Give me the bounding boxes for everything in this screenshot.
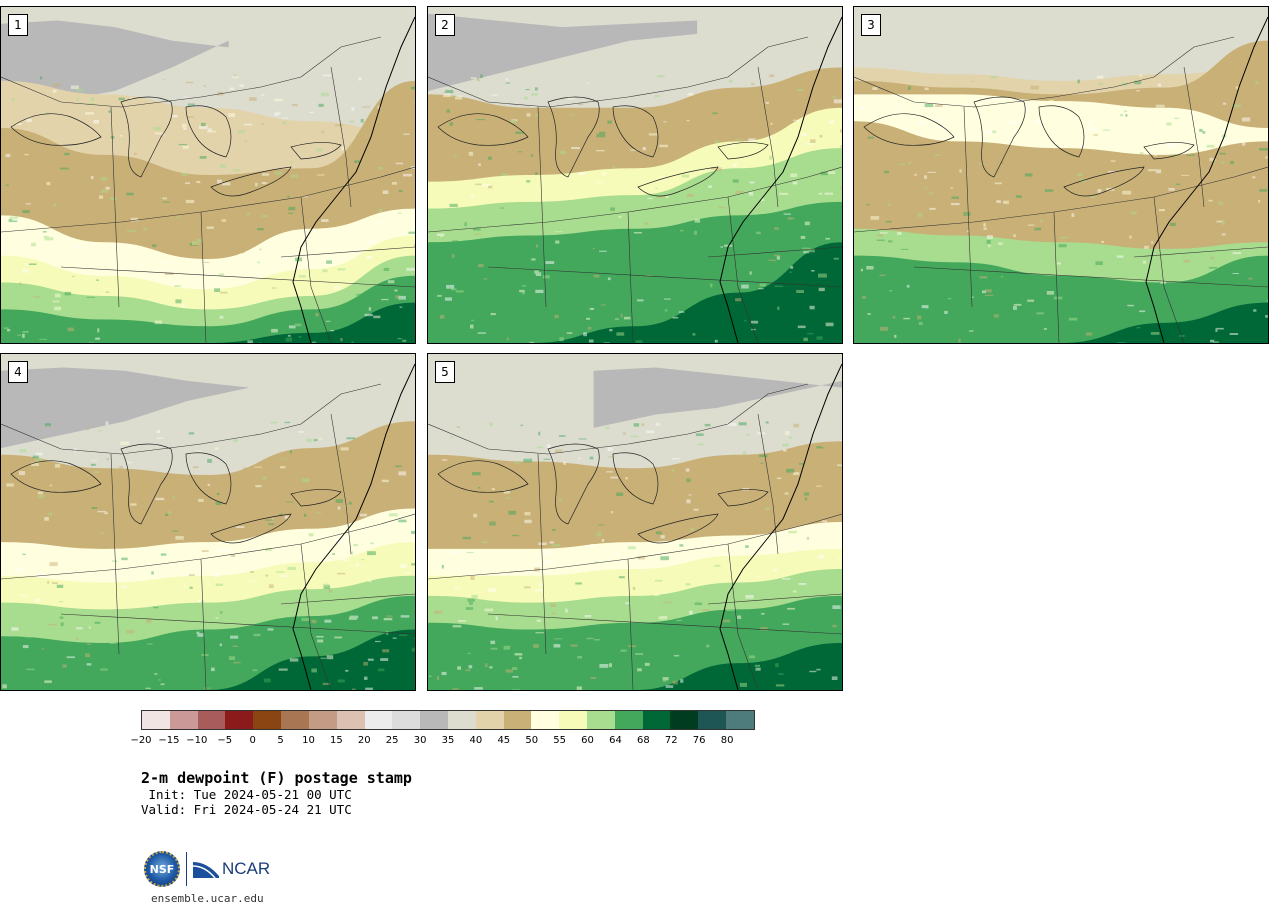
colorbar-tick-label: 25	[385, 735, 399, 746]
colorbar-swatch	[587, 711, 615, 729]
dewpoint-map	[428, 354, 842, 690]
coastline	[719, 363, 842, 690]
colorbar-tick-label: 60	[581, 735, 594, 746]
panel-number-label: 2	[435, 14, 455, 36]
state-borders	[1, 36, 415, 343]
dewpoint-band	[1, 367, 250, 449]
colorbar-tick-label: 10	[302, 735, 315, 746]
colorbar-tick-label: 45	[497, 735, 511, 746]
colorbar-tick-label: 55	[553, 735, 566, 746]
ncar-logo: NCAR	[193, 859, 270, 879]
init-time: Init: Tue 2024-05-21 00 UTC	[141, 787, 352, 802]
colorbar-tick-label: 5	[277, 735, 284, 746]
colorbar-tick-label: 50	[525, 735, 539, 746]
colorbar-tick-label: −20	[130, 735, 152, 746]
dewpoint-map	[854, 7, 1268, 343]
colorbar-swatch	[336, 711, 365, 729]
colorbar-swatch	[531, 711, 560, 729]
colorbar-swatch	[253, 711, 282, 729]
colorbar-tick-label: 35	[441, 735, 455, 746]
chart-title: 2-m dewpoint (F) postage stamp	[141, 769, 412, 787]
logo-divider	[186, 852, 187, 886]
colorbar-tick-label: 80	[720, 735, 734, 746]
panel-number-label: 4	[8, 361, 28, 383]
logo-group: NSF NCAR	[144, 851, 270, 887]
texture-speckles	[3, 74, 415, 343]
colorbar-ticks: −20 −15 −10 −5 0 5 10 15 20 25 30 35 40 45 50 55 60 64 68 7…	[130, 735, 755, 749]
colorbar-swatch	[308, 711, 337, 729]
colorbar-tick-label: 0	[249, 735, 256, 746]
colorbar-tick-label: 68	[636, 735, 650, 746]
valid-time: Valid: Fri 2024-05-24 21 UTC	[141, 802, 352, 817]
colorbar-swatch	[642, 711, 671, 729]
texture-speckles	[428, 421, 842, 690]
lake-outlines	[437, 443, 769, 544]
colorbar-swatch	[726, 711, 754, 729]
state-borders	[854, 36, 1268, 343]
footer-url: ensemble.ucar.edu	[151, 892, 264, 905]
panel-number-label: 1	[8, 14, 28, 36]
colorbar	[141, 710, 755, 730]
state-borders	[1, 383, 415, 690]
dewpoint-map	[1, 7, 415, 343]
colorbar-tick-label: 40	[469, 735, 483, 746]
colorbar-tick-label: −15	[158, 735, 180, 746]
colorbar-swatch	[169, 711, 198, 729]
colorbar-swatch	[447, 711, 476, 729]
dewpoint-band	[1, 629, 415, 690]
coastline	[1145, 16, 1268, 343]
texture-speckles	[2, 421, 415, 690]
lake-outlines	[10, 443, 342, 544]
colorbar-swatch	[698, 711, 727, 729]
nsf-logo: NSF	[144, 851, 180, 887]
lake-outlines	[437, 96, 769, 197]
coastline	[292, 16, 415, 343]
panel-number-label: 3	[861, 14, 881, 36]
state-borders	[428, 36, 842, 343]
colorbar-swatch	[197, 711, 226, 729]
dewpoint-band	[428, 242, 842, 343]
colorbar-tick-label: 72	[664, 735, 678, 746]
dewpoint-band	[1, 302, 415, 343]
colorbar-swatch	[420, 711, 448, 729]
map-panel-2: 2	[427, 6, 843, 344]
colorbar-swatch	[475, 711, 504, 729]
panel-number-label: 5	[435, 361, 455, 383]
colorbar-swatch	[392, 711, 421, 729]
colorbar-swatch	[503, 711, 532, 729]
colorbar-swatch	[225, 711, 254, 729]
colorbar-tick-label: 20	[357, 735, 371, 746]
coastline	[292, 363, 415, 690]
map-panel-3: 3	[853, 6, 1269, 344]
lake-outlines	[10, 96, 342, 197]
coastline	[719, 16, 842, 343]
map-panel-1: 1	[0, 6, 416, 344]
dewpoint-band	[428, 642, 842, 690]
ncar-swoosh-icon	[193, 862, 219, 878]
dewpoint-band	[1, 275, 415, 343]
colorbar-tick-label: −5	[217, 735, 233, 746]
dewpoint-band	[854, 302, 1268, 343]
state-borders	[428, 383, 842, 690]
dewpoint-map	[1, 354, 415, 690]
colorbar-tick-label: 15	[329, 735, 343, 746]
map-panel-5: 5	[427, 353, 843, 691]
dewpoint-band	[428, 13, 698, 91]
dewpoint-map	[428, 7, 842, 343]
colorbar-tick-label: 64	[609, 735, 622, 746]
dewpoint-band	[593, 367, 842, 428]
colorbar-swatch	[614, 711, 643, 729]
lake-outlines	[863, 96, 1195, 197]
colorbar-swatch	[670, 711, 699, 729]
colorbar-tick-label: 30	[413, 735, 427, 746]
map-panel-4: 4	[0, 353, 416, 691]
colorbar-swatch	[142, 711, 170, 729]
texture-speckles	[433, 74, 842, 343]
colorbar-swatch	[281, 711, 309, 729]
colorbar-tick-label: 76	[692, 735, 706, 746]
colorbar-tick-label: −10	[186, 735, 208, 746]
colorbar-swatch	[364, 711, 393, 729]
colorbar-swatch	[559, 711, 587, 729]
